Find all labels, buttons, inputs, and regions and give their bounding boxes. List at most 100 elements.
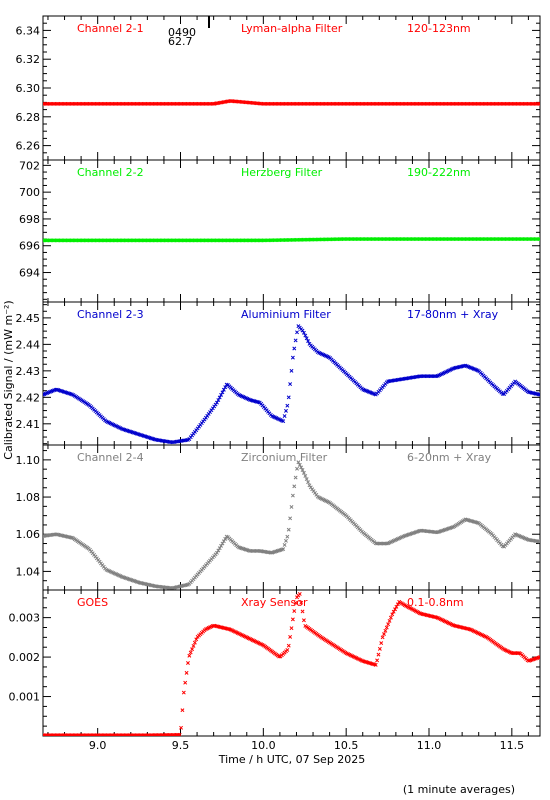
data-point <box>194 637 199 642</box>
data-point <box>395 602 400 607</box>
data-point <box>281 419 286 424</box>
data-point <box>300 609 305 614</box>
data-point <box>285 534 290 539</box>
data-series <box>43 460 540 590</box>
y-tick-label: 0.003 <box>9 612 41 625</box>
data-point <box>221 539 226 544</box>
data-point <box>220 541 225 546</box>
data-point <box>538 392 540 397</box>
channel-label: Channel 2-2 <box>77 166 144 179</box>
data-point <box>286 395 291 400</box>
data-point <box>299 600 304 605</box>
data-point <box>281 547 286 552</box>
band-label: 0.1-0.8nm <box>407 596 464 609</box>
y-tick-label: 1.08 <box>16 491 41 504</box>
data-point <box>303 474 308 478</box>
band-label: 17-80nm + Xray <box>407 308 499 321</box>
data-point <box>387 618 392 623</box>
data-point <box>286 527 291 532</box>
channel-label: Channel 2-1 <box>77 22 144 35</box>
y-tick-label: 6.26 <box>16 140 41 153</box>
data-point <box>384 625 389 630</box>
y-tick-label: 2.44 <box>16 338 41 351</box>
data-point <box>304 336 309 341</box>
data-point <box>292 346 297 351</box>
panel-frame <box>42 15 541 161</box>
data-point <box>186 661 190 665</box>
data-point <box>299 465 304 470</box>
data-point <box>290 617 295 622</box>
x-tick-label: 10.5 <box>334 739 359 752</box>
data-series <box>43 237 540 243</box>
channel-label: GOES <box>77 596 108 609</box>
data-point <box>217 546 222 551</box>
data-point <box>268 550 273 555</box>
data-point <box>282 543 287 547</box>
data-point <box>292 484 297 489</box>
channel-label: Channel 2-3 <box>77 308 144 321</box>
data-point <box>176 732 181 736</box>
data-point <box>285 648 290 652</box>
data-point <box>219 392 224 397</box>
y-tick-label: 2.42 <box>16 391 41 404</box>
x-tick-label: 9.5 <box>172 739 190 752</box>
filter-label: Xray Sensor <box>241 596 308 609</box>
panel-frame <box>42 301 541 446</box>
data-point <box>390 612 395 617</box>
panel-3: 2.41 2.42 2.43 2.44 2.45 Channel 2-3 Aluminium… <box>16 301 541 446</box>
data-point <box>300 328 305 333</box>
data-point <box>221 387 226 392</box>
data-point <box>292 609 297 613</box>
panel-frame <box>42 589 541 737</box>
data-point <box>380 635 385 640</box>
data-point <box>223 536 228 541</box>
data-point <box>219 543 224 548</box>
data-point <box>379 641 384 646</box>
filter-label: Zirconium Filter <box>241 451 328 464</box>
data-point <box>373 662 378 667</box>
data-point <box>301 330 306 335</box>
data-point <box>307 483 312 488</box>
panel-frame <box>42 159 541 303</box>
panel-1: 6.26 6.28 6.30 6.32 6.34 Channel 2-1 Lyman-alp… <box>16 15 541 161</box>
data-point <box>216 398 221 403</box>
x-tick-label: 9.0 <box>89 739 107 752</box>
filter-label: Lyman-alpha Filter <box>241 22 343 35</box>
x-tick-label: 10.0 <box>251 739 276 752</box>
data-point <box>536 237 540 241</box>
data-point <box>306 480 311 485</box>
filter-label: Aluminium Filter <box>241 308 331 321</box>
data-point <box>388 615 393 620</box>
top-annotation-line-1: 0490 <box>168 26 196 39</box>
data-point <box>382 632 386 637</box>
y-tick-label: 6.34 <box>16 24 41 37</box>
data-point <box>282 414 287 418</box>
data-point <box>393 607 397 612</box>
data-point <box>391 609 396 614</box>
data-point <box>177 732 182 736</box>
data-point <box>284 538 288 543</box>
data-point <box>290 355 295 360</box>
data-point <box>377 646 382 651</box>
footer-note: (1 minute averages) <box>403 783 515 796</box>
x-axis: 9.0 9.5 10.0 10.5 11.0 11.5 <box>89 739 524 752</box>
data-series <box>43 324 540 445</box>
data-point <box>214 550 219 555</box>
data-point <box>301 618 306 623</box>
data-point <box>180 708 185 713</box>
data-point <box>191 643 196 648</box>
data-point <box>285 403 290 408</box>
data-point <box>297 591 302 596</box>
data-point <box>538 237 540 241</box>
data-point <box>296 460 301 465</box>
y-tick-label: 698 <box>19 213 40 226</box>
data-point <box>375 658 380 663</box>
data-point <box>538 655 540 660</box>
data-point <box>386 622 391 627</box>
top-annotation-line-2: 62.7 <box>168 35 193 48</box>
y-tick-label: 702 <box>19 159 40 172</box>
data-point <box>284 408 288 413</box>
data-point <box>289 368 294 373</box>
y-tick-label: 696 <box>19 240 40 253</box>
data-point <box>306 339 311 344</box>
